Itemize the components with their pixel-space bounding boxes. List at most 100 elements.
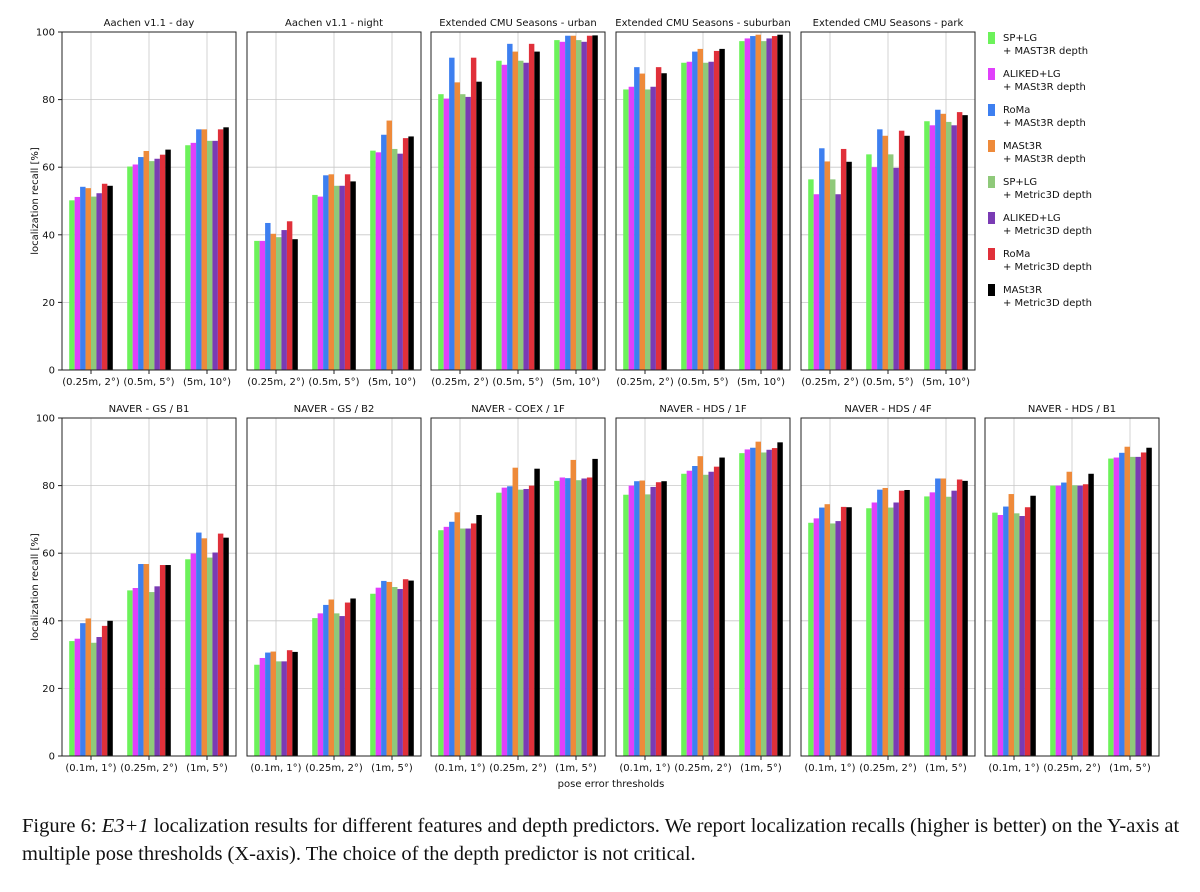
- chart-title: NAVER - HDS / 4F: [844, 404, 931, 415]
- bar: [259, 657, 266, 756]
- bar: [1077, 485, 1083, 756]
- bar: [80, 186, 86, 370]
- bar: [846, 507, 852, 756]
- bar: [645, 89, 651, 371]
- bar: [281, 661, 287, 756]
- bar: [766, 38, 772, 371]
- y-tick-label: 100: [36, 414, 55, 425]
- bar: [1019, 516, 1025, 756]
- x-tick-label: (0.5m, 5°): [862, 377, 913, 388]
- bar: [692, 466, 698, 756]
- bar: [523, 488, 529, 756]
- bar: [570, 459, 576, 756]
- legend-swatch: [988, 176, 995, 188]
- bar: [317, 613, 324, 756]
- bar: [207, 140, 213, 370]
- bar: [96, 637, 102, 756]
- bar: [386, 120, 392, 370]
- bar: [554, 40, 560, 371]
- bar: [501, 64, 508, 370]
- bar: [992, 512, 998, 756]
- x-tick-label: (0.25m, 2°): [1043, 763, 1101, 774]
- bar: [692, 51, 698, 370]
- bar: [107, 620, 113, 756]
- bar: [259, 240, 266, 370]
- bar: [143, 150, 149, 370]
- x-tick-label: (0.25m, 2°): [305, 763, 363, 774]
- bar: [270, 233, 276, 370]
- bar: [1014, 513, 1020, 756]
- x-tick-label: (0.5m, 5°): [677, 377, 728, 388]
- y-tick-label: 80: [42, 95, 55, 106]
- bar: [871, 167, 878, 370]
- bar: [761, 452, 767, 756]
- legend-label: SP+LG: [1003, 33, 1037, 44]
- bar: [866, 508, 872, 756]
- bar: [1008, 494, 1014, 756]
- bar: [328, 599, 334, 756]
- x-tick-label: (5m, 10°): [552, 377, 600, 388]
- chart-title: Extended CMU Seasons - urban: [439, 18, 597, 29]
- figure: (0.25m, 2°) (0.5m, 5°) (5m, 10°)0204060801…: [30, 18, 1160, 790]
- legend-sublabel: + Metric3D depth: [1003, 190, 1092, 201]
- caption-text: localization results for different featu…: [22, 815, 1180, 865]
- x-tick-label: (0.1m, 1°): [804, 763, 855, 774]
- bar: [639, 73, 645, 370]
- legend-sublabel: + MASt3R depth: [1003, 154, 1086, 165]
- x-tick-label: (0.25m, 2°): [674, 763, 732, 774]
- bar: [1050, 485, 1056, 756]
- bar: [344, 602, 351, 756]
- chart-panel: (0.1m, 1°) (0.25m, 2°) (1m, 5°) NAVER - HDS…: [800, 404, 976, 774]
- x-tick-label: (5m, 10°): [368, 377, 416, 388]
- bar: [766, 449, 772, 756]
- bar: [101, 625, 108, 756]
- y-tick-label: 60: [42, 163, 55, 174]
- bar: [339, 185, 345, 370]
- bar: [708, 471, 714, 756]
- bar: [761, 41, 767, 370]
- chart-panel: (0.1m, 1°) (0.25m, 2°) (1m, 5°) NAVER - HDS…: [984, 404, 1160, 774]
- bar: [703, 474, 709, 756]
- legend-label: MASt3R: [1003, 141, 1042, 152]
- bar: [1135, 456, 1141, 756]
- bar: [334, 185, 340, 370]
- bar: [292, 239, 298, 370]
- bar: [661, 73, 667, 371]
- chart-title: NAVER - HDS / 1F: [659, 404, 746, 415]
- bar: [1108, 458, 1114, 756]
- x-tick-label: (1m, 5°): [740, 763, 782, 774]
- bar: [824, 504, 830, 756]
- bar: [334, 613, 340, 756]
- bar: [69, 200, 75, 370]
- bar: [323, 175, 329, 370]
- bar: [438, 530, 444, 756]
- bar: [534, 51, 540, 370]
- bar: [443, 98, 450, 370]
- bar: [962, 480, 968, 756]
- bar: [655, 67, 662, 371]
- bar: [344, 174, 351, 370]
- bar: [317, 196, 324, 370]
- bar: [645, 494, 651, 756]
- legend-swatch: [988, 248, 995, 260]
- bar: [270, 651, 276, 756]
- bar: [196, 532, 202, 756]
- x-tick-label: (0.25m, 2°): [431, 377, 489, 388]
- bar: [149, 592, 155, 756]
- legend-sublabel: + Metric3D depth: [1003, 262, 1092, 273]
- chart-title: Aachen v1.1 - day: [104, 18, 195, 29]
- bar: [830, 179, 836, 370]
- x-tick-label: (0.5m, 5°): [492, 377, 543, 388]
- legend-label: RoMa: [1003, 249, 1030, 260]
- x-tick-label: (0.5m, 5°): [308, 377, 359, 388]
- bar: [85, 188, 91, 370]
- chart-title: NAVER - GS / B1: [109, 404, 190, 415]
- bar: [392, 587, 398, 756]
- bar: [1082, 484, 1089, 756]
- x-tick-label: (0.1m, 1°): [434, 763, 485, 774]
- bar: [634, 481, 640, 756]
- bar: [559, 477, 566, 756]
- bar: [935, 478, 941, 756]
- bar: [190, 142, 197, 370]
- bar: [813, 194, 820, 370]
